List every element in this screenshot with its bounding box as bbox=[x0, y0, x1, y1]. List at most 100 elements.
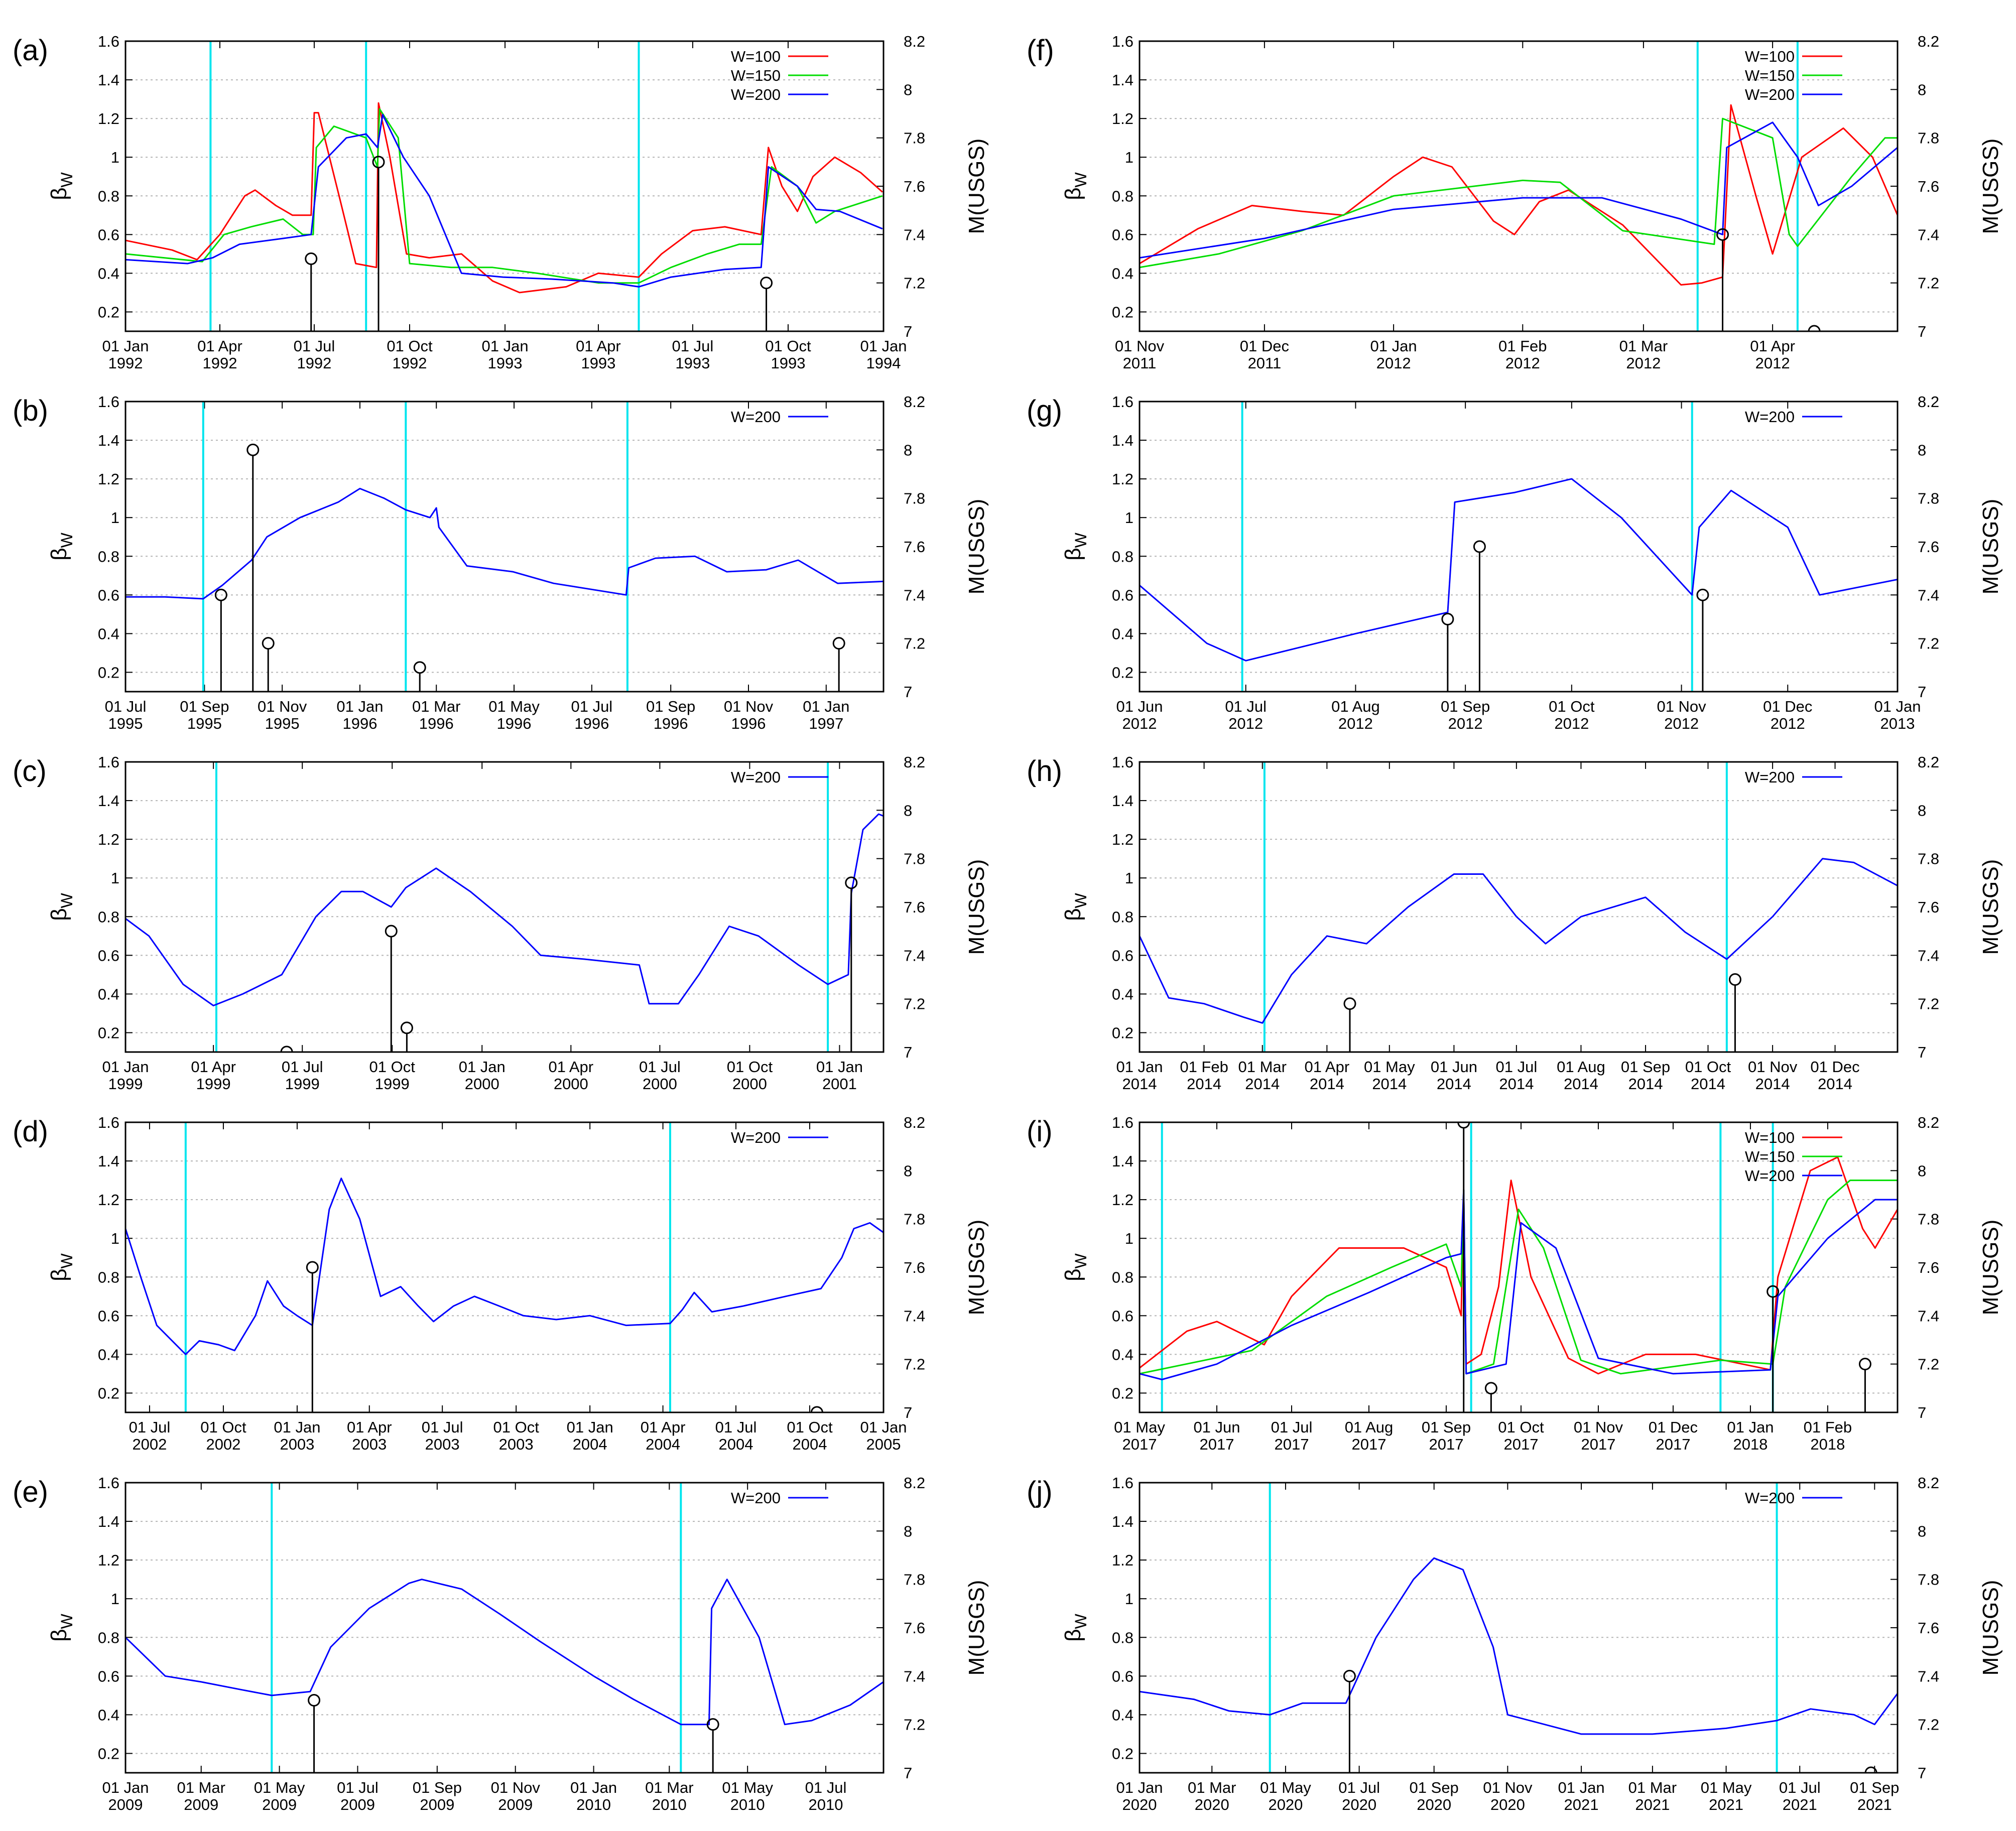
xtick-year: 1995 bbox=[265, 715, 300, 732]
y2tick-label: 7.2 bbox=[904, 1716, 925, 1734]
xtick-label: 01 Jul bbox=[1779, 1779, 1821, 1796]
ytick-label: 0.4 bbox=[1112, 1346, 1133, 1363]
ytick-label: 1.4 bbox=[98, 792, 119, 810]
series-line-W200 bbox=[1140, 858, 1898, 1024]
ylabel-left: βW bbox=[47, 172, 76, 200]
xtick-year: 1996 bbox=[654, 715, 688, 732]
panel-j: 0.2 0.4 0.6 0.8 1 1.2 1.4 1.6 7 7.2 7.4 7.6 7.8 8 8.2 0… bbox=[1027, 1474, 2003, 1813]
ytick-label: 0.8 bbox=[98, 1268, 119, 1286]
event-marker bbox=[306, 1261, 319, 1274]
ylabel-main: β bbox=[47, 187, 71, 200]
ylabel-left: βW bbox=[1061, 1253, 1090, 1281]
xtick-label: 01 Oct bbox=[787, 1418, 833, 1436]
ytick-label: 0.2 bbox=[98, 1384, 119, 1402]
y2tick-label: 7.2 bbox=[904, 275, 925, 292]
y2tick-label: 8 bbox=[904, 81, 912, 98]
xtick-year: 2012 bbox=[1554, 715, 1589, 732]
xtick-year: 2017 bbox=[1122, 1435, 1157, 1453]
xtick-year: 2003 bbox=[499, 1435, 534, 1453]
plot-area bbox=[125, 1483, 884, 1773]
ytick-label: 1.4 bbox=[98, 71, 119, 89]
legend-label: W=150 bbox=[731, 67, 781, 84]
ylabel-right: M(USGS) bbox=[964, 1580, 989, 1676]
ylabel-left: βW bbox=[1061, 532, 1090, 560]
plot-area bbox=[1140, 1122, 1898, 1412]
y2tick-label: 7.6 bbox=[1918, 898, 1939, 916]
xtick-label: 01 Oct bbox=[1498, 1418, 1544, 1436]
xtick-label: 01 Jan bbox=[1116, 1779, 1163, 1796]
xtick-label: 01 Jul bbox=[294, 337, 335, 355]
event-marker bbox=[1728, 973, 1741, 986]
ytick-label: 0.4 bbox=[1112, 625, 1133, 642]
y2tick-label: 8 bbox=[1918, 81, 1926, 98]
xtick-label: 01 Jan bbox=[860, 337, 907, 355]
ytick-label: 0.2 bbox=[1112, 1024, 1133, 1041]
y2tick-label: 7.6 bbox=[904, 538, 925, 556]
xtick-year: 2003 bbox=[425, 1435, 460, 1453]
xtick-label: 01 May bbox=[1701, 1779, 1752, 1796]
ylabel-main: β bbox=[1061, 548, 1085, 560]
legend-label: W=200 bbox=[731, 1489, 781, 1507]
xtick-year: 1992 bbox=[202, 354, 237, 372]
xtick-year: 1999 bbox=[108, 1075, 143, 1093]
series-line-W150 bbox=[1140, 117, 1898, 269]
panel-label: (f) bbox=[1027, 34, 1054, 67]
event-marker bbox=[1864, 1766, 1877, 1773]
y2tick-label: 7 bbox=[1918, 1043, 1926, 1061]
xtick-label: 01 Jul bbox=[337, 1779, 379, 1796]
ytick-label: 1 bbox=[1125, 509, 1133, 527]
y2tick-label: 7.4 bbox=[1918, 226, 1939, 243]
legend-label: W=200 bbox=[1745, 86, 1795, 103]
xtick-year: 2011 bbox=[1123, 354, 1157, 372]
panel-c: 0.2 0.4 0.6 0.8 1 1.2 1.4 1.6 7 7.2 7.4 7.6 7.8 8 8.2 0… bbox=[13, 753, 989, 1093]
xtick-label: 01 Jul bbox=[639, 1058, 681, 1076]
xtick-label: 01 Oct bbox=[369, 1058, 416, 1076]
xtick-label: 01 Apr bbox=[347, 1418, 392, 1436]
ytick-label: 0.8 bbox=[1112, 1268, 1133, 1286]
ytick-label: 1 bbox=[111, 149, 119, 166]
xtick-label: 01 Mar bbox=[645, 1779, 693, 1796]
xtick-label: 01 Oct bbox=[765, 337, 811, 355]
event-marker bbox=[214, 588, 227, 601]
xtick-year: 2014 bbox=[1437, 1075, 1471, 1093]
ytick-label: 0.6 bbox=[98, 586, 119, 604]
ytick-label: 0.4 bbox=[1112, 265, 1133, 282]
y2tick-label: 7 bbox=[1918, 1764, 1926, 1782]
y2tick-label: 7.6 bbox=[1918, 1259, 1939, 1276]
xtick-label: 01 Jul bbox=[672, 337, 714, 355]
y2tick-label: 8 bbox=[904, 802, 912, 819]
ytick-label: 0.8 bbox=[1112, 1629, 1133, 1646]
y2tick-label: 8 bbox=[904, 1162, 912, 1180]
xtick-label: 01 Oct bbox=[1685, 1058, 1731, 1076]
ytick-label: 1.4 bbox=[1112, 1152, 1133, 1170]
xtick-label: 01 Jul bbox=[105, 698, 147, 715]
ytick-label: 1 bbox=[111, 1230, 119, 1247]
legend-label: W=200 bbox=[731, 408, 781, 426]
xtick-year: 2021 bbox=[1564, 1796, 1599, 1813]
xtick-year: 2012 bbox=[1505, 354, 1540, 372]
xtick-label: 01 Jul bbox=[805, 1779, 847, 1796]
xtick-year: 1996 bbox=[342, 715, 377, 732]
ytick-label: 1.4 bbox=[1112, 71, 1133, 89]
y2tick-label: 7.8 bbox=[904, 129, 925, 147]
xtick-year: 1996 bbox=[731, 715, 766, 732]
plot-frame bbox=[1139, 40, 1899, 332]
ytick-label: 1 bbox=[111, 869, 119, 887]
xtick-year: 2011 bbox=[1248, 354, 1282, 372]
plot-area bbox=[125, 1122, 884, 1412]
xtick-year: 1993 bbox=[675, 354, 710, 372]
xtick-label: 01 Sep bbox=[1850, 1779, 1899, 1796]
xtick-year: 2014 bbox=[1691, 1075, 1725, 1093]
ytick-label: 1 bbox=[111, 1590, 119, 1608]
xtick-label: 01 Jan bbox=[1116, 1058, 1163, 1076]
xtick-label: 01 Sep bbox=[1422, 1418, 1471, 1436]
xtick-year: 2014 bbox=[1499, 1075, 1534, 1093]
xtick-year: 2010 bbox=[652, 1796, 687, 1813]
event-marker bbox=[1696, 588, 1709, 601]
legend-label: W=200 bbox=[1745, 768, 1795, 786]
xtick-label: 01 Sep bbox=[646, 698, 695, 715]
plot-frame bbox=[1139, 1121, 1899, 1413]
y2tick-label: 7.6 bbox=[1918, 178, 1939, 195]
legend-label: W=100 bbox=[1745, 48, 1795, 65]
ytick-label: 1.2 bbox=[1112, 470, 1133, 488]
